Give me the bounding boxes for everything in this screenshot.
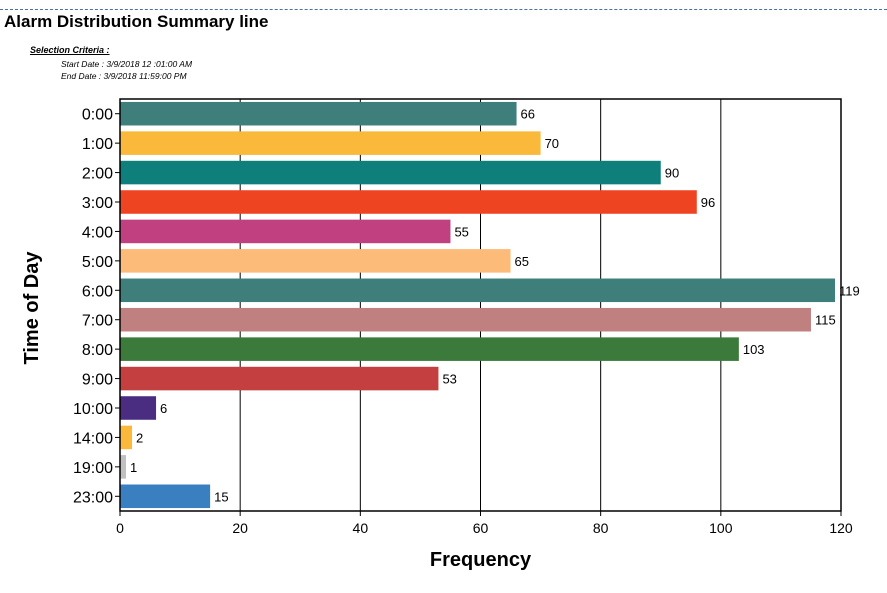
bar [120, 396, 157, 420]
x-tick-label: 80 [593, 520, 609, 536]
bar [120, 219, 451, 244]
bar [120, 307, 811, 332]
report-title: Alarm Distribution Summary line [4, 12, 269, 31]
bar [120, 160, 661, 185]
bar-value-label: 70 [545, 136, 559, 151]
x-axis-title: Frequency [430, 549, 532, 571]
x-tick-label: 120 [829, 520, 853, 536]
bar [120, 278, 835, 303]
x-tick-label: 60 [473, 520, 489, 536]
bar [120, 337, 739, 361]
bar [120, 249, 511, 273]
bar [120, 190, 697, 214]
x-tick-label: 100 [709, 520, 733, 536]
plot-area-frame [119, 98, 842, 512]
bar-value-label: 103 [743, 342, 765, 357]
bar-value-label: 66 [521, 107, 535, 122]
bar [120, 425, 133, 450]
y-category-label: 4:00 [82, 224, 113, 241]
labels: 0 20 40 60 80 100 120 0:00 66 1:00 70 2:00 90 3:00 96 4… [73, 107, 860, 536]
bar-value-label: 15 [214, 489, 228, 504]
bar [120, 131, 541, 155]
bar-value-label: 90 [665, 166, 679, 181]
bar-value-label: 119 [839, 283, 860, 298]
selection-criteria-label: Selection Criteria : [30, 45, 110, 55]
bar-value-label: 96 [701, 195, 715, 210]
x-tick-label: 20 [232, 520, 248, 536]
y-category-label: 23:00 [73, 489, 113, 506]
y-category-label: 9:00 [82, 372, 113, 389]
y-category-label: 0:00 [82, 107, 113, 124]
x-tick-label: 0 [116, 520, 124, 536]
y-category-label: 3:00 [82, 195, 113, 212]
y-category-label: 1:00 [82, 136, 113, 153]
bar [120, 101, 517, 126]
end-date-text: End Date : 3/9/2018 11:59:00 PM [61, 71, 187, 81]
x-tick-label: 40 [353, 520, 369, 536]
start-date-text: Start Date : 3/9/2018 12 :01:00 AM [61, 59, 193, 69]
bar-value-label: 53 [442, 372, 456, 387]
y-category-label: 10:00 [73, 401, 113, 418]
y-category-label: 5:00 [82, 254, 113, 271]
bars [120, 101, 835, 509]
bar [120, 366, 439, 391]
bar [120, 455, 127, 479]
y-category-label: 14:00 [73, 430, 113, 447]
bar-value-label: 2 [136, 430, 143, 445]
y-category-label: 19:00 [73, 460, 113, 477]
bar [120, 484, 211, 509]
y-category-label: 7:00 [82, 313, 113, 330]
bar-value-label: 6 [160, 401, 167, 416]
top-divider [0, 9, 887, 10]
y-axis-title: Time of Day [21, 251, 43, 365]
bar-value-label: 65 [515, 254, 529, 269]
bar-value-label: 115 [815, 313, 836, 328]
bar-value-label: 55 [454, 224, 468, 239]
bar-value-label: 1 [130, 460, 137, 475]
y-category-label: 8:00 [82, 342, 113, 359]
y-category-label: 2:00 [82, 166, 113, 183]
y-category-label: 6:00 [82, 283, 113, 300]
